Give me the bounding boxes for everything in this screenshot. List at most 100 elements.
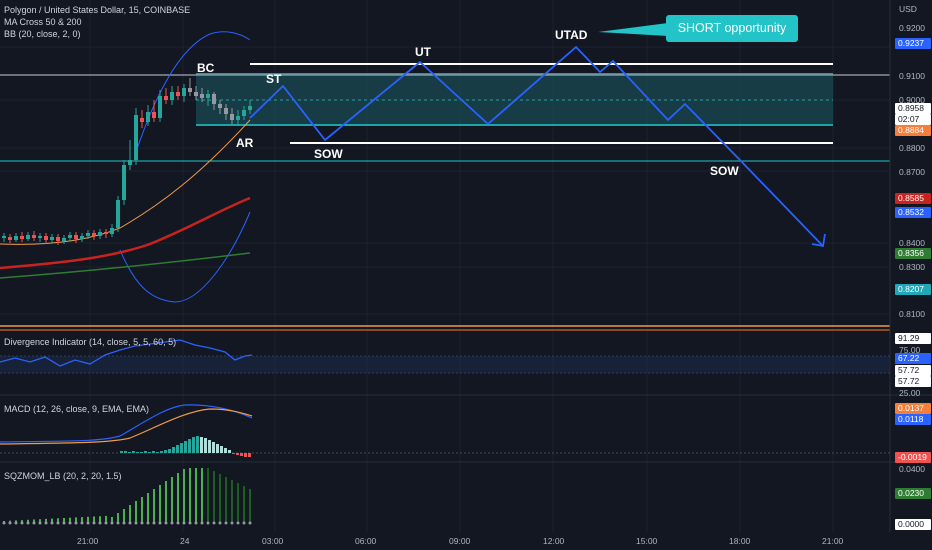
sqz-dot [188,521,192,525]
candle-body [14,236,18,240]
macd-bar [168,449,171,453]
macd-bar [144,451,147,453]
macd-badge: 0.0118 [895,414,931,425]
candle-body [122,165,126,200]
sqz-title[interactable]: SQZMOM_LB (20, 2, 20, 1.5) [4,471,122,481]
divergence-title[interactable]: Divergence Indicator (14, close, 5, 5, 6… [4,337,177,347]
macd-bar [176,445,179,453]
sqz-dot [242,521,246,525]
sqz-dot [38,521,42,525]
candle-body [8,237,12,240]
sqz-dot [44,521,48,525]
macd-title[interactable]: MACD (12, 26, close, 9, EMA, EMA) [4,404,150,414]
candle-body [242,110,246,116]
macd-bar [136,452,139,453]
ma-legend[interactable]: MA Cross 50 & 200 [4,17,82,27]
macd-bar [160,451,163,453]
sqz-dot [80,521,84,525]
price-tick: 0.8300 [899,262,925,272]
macd-bar [192,437,195,453]
price-tick: 0.9000 [899,95,925,105]
candle-body [92,233,96,236]
candle-body [236,116,240,120]
macd-bar [228,450,231,453]
sqz-dot [74,521,78,525]
macd-bar [236,453,239,455]
macd-bar [212,442,215,453]
sqz-dot [8,521,12,525]
callout-pointer [598,23,668,36]
macd-badge: 0.0137 [895,403,931,414]
candle-body [98,232,102,236]
candle-body [224,108,228,114]
sqz-dot [104,521,108,525]
time-label: 21:00 [822,536,844,546]
candle-body [212,94,216,104]
sqz-dot [146,521,150,525]
time-label: 24 [180,536,190,546]
short-opportunity-callout[interactable]: SHORT opportunity [666,15,798,42]
candlesticks[interactable] [2,78,252,245]
candle-body [74,235,78,239]
sqz-dot [134,521,138,525]
price-badge: 0.8532 [895,207,931,218]
candle-body [26,235,30,239]
divergence-value-badge: 91.29 [895,333,931,344]
macd-bar [240,453,243,456]
projection-arrowhead [811,233,826,248]
candle-body [44,236,48,240]
time-label: 15:00 [636,536,658,546]
bb-legend[interactable]: BB (20, close, 2, 0) [4,29,81,39]
sqz-dot [194,521,198,525]
sqz-tick: 0.0400 [899,464,925,474]
sqz-dot [152,521,156,525]
sqz-dot [128,521,132,525]
sqz-dot [206,521,210,525]
sqz-dot [140,521,144,525]
sqz-dot [236,521,240,525]
candle-body [50,237,54,240]
macd-bar [180,443,183,453]
macd-bar [204,438,207,453]
price-badge: 02:07 [895,114,931,125]
bb-upper-band [134,31,251,156]
macd-bar [172,447,175,453]
macd-bar [196,436,199,453]
candle-body [56,237,60,241]
sqz-dot [2,521,6,525]
price-tick: 0.9200 [899,23,925,33]
bb-lower-band [119,211,251,303]
candle-body [200,94,204,98]
macd-bar [120,451,123,453]
macd-bar [208,440,211,453]
sqz-badge: 0.0000 [895,519,931,530]
annotation-sow-1: SOW [314,147,343,161]
price-badge: 0.8884 [895,125,931,136]
macd-bar [124,451,127,453]
annotation-ut: UT [415,45,431,59]
time-label: 03:00 [262,536,284,546]
sqz-badge: 0.0230 [895,488,931,499]
sqz-dot [116,521,120,525]
macd-line [0,404,253,443]
candle-body [104,232,108,234]
ma-slow-line [0,196,251,270]
candle-body [116,200,120,228]
sqz-dot [224,521,228,525]
time-label: 12:00 [543,536,565,546]
price-badge: 0.8207 [895,284,931,295]
candle-body [32,235,36,238]
time-label: 09:00 [449,536,471,546]
sqz-dot [92,521,96,525]
macd-histogram [120,436,251,457]
price-badge: 0.8958 [895,103,931,114]
projection-path [249,46,823,246]
time-label: 21:00 [77,536,99,546]
candle-body [152,112,156,118]
symbol-legend[interactable]: Polygon / United States Dollar, 15, COIN… [4,5,191,15]
divergence-tick: 75.00 [899,345,921,355]
annotation-utad: UTAD [555,28,588,42]
sqz-dot [200,521,204,525]
macd-bar [216,444,219,453]
